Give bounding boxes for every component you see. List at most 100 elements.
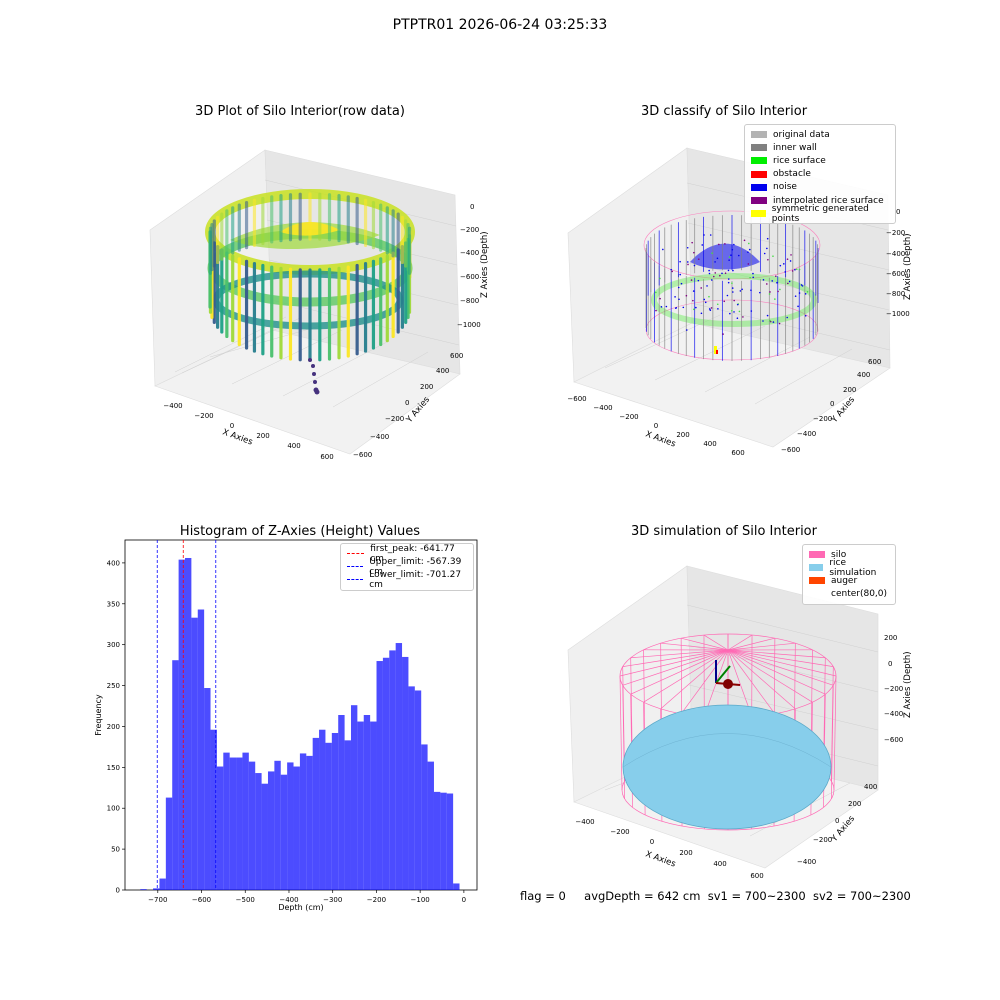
legend-item-lower-limit: Lower_limit: -701.27 cm xyxy=(347,570,467,590)
histogram-ytick-label: 200 xyxy=(107,723,120,731)
legend-line xyxy=(347,579,364,581)
histogram-bar xyxy=(319,729,326,890)
legend-swatch xyxy=(809,591,825,598)
classify-xtick: 600 xyxy=(731,449,744,457)
classify-noise-point xyxy=(685,294,688,297)
histogram-ylabel: Frequency xyxy=(94,694,103,736)
classify-noise-point xyxy=(739,290,742,292)
raw-xtick: 0 xyxy=(230,422,234,430)
classify-noise-point xyxy=(772,255,774,257)
legend-item-rice-simulation: rice simulation xyxy=(809,558,889,578)
classify-xtick: 400 xyxy=(703,440,716,448)
histogram-bar xyxy=(363,715,371,890)
legend-swatch xyxy=(751,157,767,165)
histogram-bar xyxy=(344,740,351,890)
simulation-silo-spoke xyxy=(727,649,834,667)
simulation-silo-spoke xyxy=(727,649,796,710)
raw-axis-ticks: −400 −200 0 200 400 600 600 400 200 0 −2… xyxy=(163,203,480,461)
classify-noise-point xyxy=(796,268,798,271)
classify-noise-point xyxy=(766,283,768,285)
classify-noise-point xyxy=(655,291,657,294)
classify-noise-point xyxy=(714,261,716,263)
classify-noise-point xyxy=(748,248,751,251)
classify-noise-point xyxy=(704,301,707,304)
classify-noise-point xyxy=(791,270,794,272)
classify-noise-point xyxy=(693,308,695,311)
simulation-ztick: −200 xyxy=(884,685,903,693)
legend-item-first-peak: first_peak: -641.77 cm xyxy=(347,544,467,564)
histogram-ytick-label: 0 xyxy=(116,887,120,895)
classify-noise-point xyxy=(798,292,801,294)
classify-xtick: 0 xyxy=(654,422,658,430)
classify-noise-point xyxy=(776,281,778,284)
classify-noise-point xyxy=(797,305,799,308)
classify-ytick: 200 xyxy=(843,386,856,394)
legend-label: rice surface xyxy=(773,155,826,166)
simulation-xtick: 400 xyxy=(713,860,726,868)
histogram-bar xyxy=(178,559,185,890)
legend-item-center: center(80,0) xyxy=(809,588,889,601)
classify-noise-point xyxy=(752,272,754,275)
legend-label: obstacle xyxy=(773,169,811,180)
classify-noise-point xyxy=(771,280,774,282)
raw-ztick: −600 xyxy=(460,273,479,281)
classify-noise-point xyxy=(714,272,717,274)
histogram-bar xyxy=(414,690,422,890)
classify-panel-title: 3D classify of Silo Interior xyxy=(640,104,808,119)
simulation-silo-spoke xyxy=(727,649,837,677)
classify-noise-point xyxy=(779,288,781,291)
classify-noise-point xyxy=(804,314,807,317)
histogram-bar xyxy=(402,656,409,890)
classify-noise-point xyxy=(786,316,789,319)
legend-label: Lower_limit: -701.27 cm xyxy=(369,569,462,590)
simulation-silo-spoke xyxy=(622,649,729,686)
simulation-silo-spoke xyxy=(619,649,729,677)
classify-noise-point xyxy=(708,269,710,272)
figure-suptitle: PTPTR01 2026-06-24 03:25:33 xyxy=(392,17,608,33)
simulation-silo-spoke xyxy=(630,649,729,659)
status-sv1: sv1 = 700~2300 xyxy=(707,889,806,903)
simulation-silo-spoke xyxy=(727,637,775,651)
classify-noise-point xyxy=(736,303,739,306)
classify-noise-point xyxy=(731,282,733,285)
classify-noise-point xyxy=(703,298,706,301)
legend-item-noise: noise xyxy=(751,181,889,194)
legend-item-inner-wall: inner wall xyxy=(751,141,889,154)
raw-zlabel: Z Axies (Depth) xyxy=(480,231,490,298)
simulation-silo-spoke xyxy=(727,649,826,659)
histogram-bar xyxy=(427,761,434,890)
classify-ztick: −800 xyxy=(886,290,905,298)
legend-label: auger xyxy=(831,575,858,586)
simulation-axis-ticks: −400 −200 0 200 400 600 400 200 0 −200 −… xyxy=(575,634,903,880)
classify-noise-point xyxy=(682,306,685,309)
classify-noise-point xyxy=(788,280,791,283)
raw-xtick: 600 xyxy=(320,453,333,461)
classify-ztick: −600 xyxy=(886,270,905,278)
classify-noise-point xyxy=(709,234,712,236)
histogram-bar xyxy=(389,650,396,890)
histogram-title: Histogram of Z-Axies (Height) Values xyxy=(179,524,421,539)
classify-noise-point xyxy=(733,299,735,302)
classify-noise-point xyxy=(728,256,731,258)
raw-ytick: 0 xyxy=(405,399,409,407)
classify-ztick: −400 xyxy=(886,250,905,258)
legend-swatch xyxy=(809,577,825,585)
classify-noise-point xyxy=(732,269,734,272)
histogram-ytick-label: 400 xyxy=(107,559,120,567)
classify-noise-point xyxy=(769,291,771,293)
classify-noise-point xyxy=(738,310,741,313)
classify-obstacle-points xyxy=(714,346,718,354)
classify-3d-axes xyxy=(567,147,891,448)
classify-noise-point xyxy=(660,306,663,308)
simulation-silo-spoke xyxy=(727,649,834,686)
classify-noise-point xyxy=(671,270,673,273)
legend-swatch xyxy=(809,551,825,559)
legend-item-auger: auger xyxy=(809,574,889,587)
classify-noise-point xyxy=(762,320,764,322)
classify-noise-point xyxy=(782,263,785,265)
histogram-bar xyxy=(261,783,268,890)
histogram-xtick-label: −700 xyxy=(148,896,167,904)
histogram-bar xyxy=(306,755,313,890)
classify-noise-point xyxy=(786,258,789,260)
simulation-silo-spoke xyxy=(727,642,796,651)
